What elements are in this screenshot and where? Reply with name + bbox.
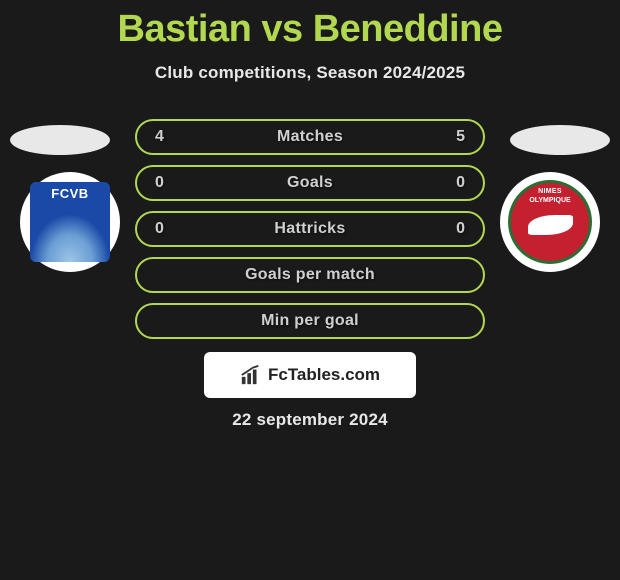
club-badge-right: NIMES OLYMPIQUE [500,172,600,272]
player-right-oval [510,125,610,155]
club-badge-left-text: FCVB [51,186,88,201]
club-badge-right-line1: NIMES [538,188,562,195]
stat-right-value: 0 [456,220,465,238]
stats-container: 4 Matches 5 0 Goals 0 0 Hattricks 0 Goal… [135,119,485,349]
date-text: 22 september 2024 [0,410,620,430]
stat-left-value: 4 [155,128,164,146]
stat-label: Goals per match [245,266,375,284]
club-badge-left: FCVB [20,172,120,272]
stat-label: Hattricks [274,220,345,238]
club-badge-left-wave [30,214,110,262]
stat-row: Min per goal [135,303,485,339]
club-badge-right-inner: NIMES OLYMPIQUE [508,180,592,264]
stat-left-value: 0 [155,174,164,192]
comparison-subtitle: Club competitions, Season 2024/2025 [0,63,620,83]
stat-row: Goals per match [135,257,485,293]
brand-text: FcTables.com [268,365,380,385]
club-badge-right-line2: OLYMPIQUE [529,197,570,204]
player-left-oval [10,125,110,155]
stat-row: 4 Matches 5 [135,119,485,155]
club-badge-right-croc [528,215,573,235]
club-badge-left-inner: FCVB [30,182,110,262]
stat-row: 0 Goals 0 [135,165,485,201]
stat-label: Goals [287,174,333,192]
stat-right-value: 5 [456,128,465,146]
stat-label: Matches [277,128,343,146]
comparison-title: Bastian vs Beneddine [0,0,620,51]
stat-label: Min per goal [261,312,359,330]
chart-icon [240,364,262,386]
brand-box[interactable]: FcTables.com [204,352,416,398]
stat-right-value: 0 [456,174,465,192]
stat-left-value: 0 [155,220,164,238]
stat-row: 0 Hattricks 0 [135,211,485,247]
